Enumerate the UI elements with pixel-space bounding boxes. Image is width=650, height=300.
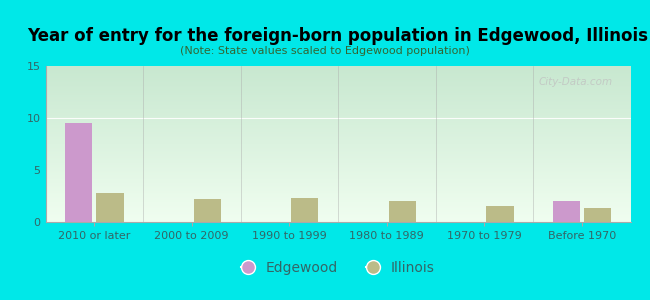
Bar [194,199,221,222]
Bar [291,198,318,222]
Title: Year of entry for the foreign-born population in Edgewood, Illinois: Year of entry for the foreign-born popul… [27,27,649,45]
Text: (Note: State values scaled to Edgewood population): (Note: State values scaled to Edgewood p… [180,46,470,56]
Bar [96,193,124,222]
Text: City-Data.com: City-Data.com [539,77,613,87]
Bar [389,201,416,222]
Bar [584,208,611,222]
Bar [65,123,92,222]
Legend: Edgewood, Illinois: Edgewood, Illinois [235,256,441,280]
Bar [486,206,514,222]
Bar [552,201,580,222]
